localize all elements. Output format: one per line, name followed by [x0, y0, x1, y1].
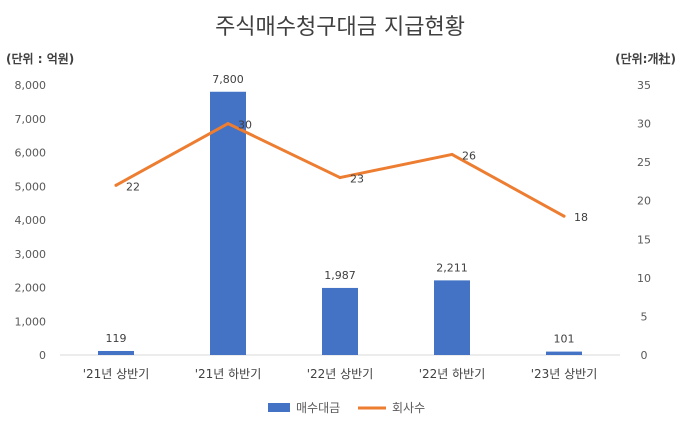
chart-title: 주식매수청구대금 지급현황: [215, 15, 465, 40]
bar-value-label: 7,800: [212, 73, 244, 86]
y-left-tick-label: 1,000: [15, 315, 47, 328]
y-right-tick-label: 15: [637, 233, 651, 246]
line-value-label: 23: [350, 173, 364, 186]
bar: [322, 287, 358, 355]
left-axis-unit: (단위 : 억원): [6, 51, 74, 66]
line-value-label: 26: [462, 149, 476, 162]
line-value-label: 18: [574, 211, 588, 224]
bar: [434, 280, 470, 355]
bar-value-label: 101: [554, 333, 575, 346]
y-right-tick-label: 5: [641, 310, 648, 323]
bar: [546, 351, 582, 355]
right-axis-unit: (단위:개社): [615, 51, 676, 66]
bar-value-label: 119: [106, 332, 127, 345]
y-left-tick-label: 4,000: [15, 214, 47, 227]
bar: [210, 91, 246, 355]
y-left-tick-label: 6,000: [15, 147, 47, 160]
y-left-tick-label: 7,000: [15, 113, 47, 126]
y-right-tick-label: 20: [637, 195, 651, 208]
y-left-tick-label: 8,000: [15, 79, 47, 92]
y-right-tick-label: 35: [637, 79, 651, 92]
y-right-tick-label: 10: [637, 272, 651, 285]
bar-value-label: 2,211: [436, 261, 468, 274]
bar-value-label: 1,987: [324, 269, 356, 282]
legend-line-label: 회사수: [392, 401, 425, 415]
legend-bar-swatch: [268, 403, 290, 412]
legend: 매수대금 회사수: [268, 401, 425, 415]
line-value-label: 22: [126, 180, 140, 193]
y-left-tick-label: 3,000: [15, 248, 47, 261]
line-path: [114, 122, 566, 218]
line-point: [338, 176, 342, 180]
legend-bar-label: 매수대금: [296, 401, 340, 415]
x-tick-label: '23년 상반기: [531, 367, 598, 381]
x-tick-label: '22년 하반기: [419, 367, 486, 381]
line-series: [114, 122, 566, 218]
bar: [98, 350, 134, 355]
line-point: [562, 214, 566, 218]
y-right-tick-label: 30: [637, 118, 651, 131]
x-tick-label: '21년 상반기: [83, 367, 150, 381]
y-right-tick-label: 25: [637, 156, 651, 169]
y-left-tick-label: 0: [39, 349, 46, 362]
line-point: [114, 183, 118, 187]
y-left-tick-label: 5,000: [15, 180, 47, 193]
line-value-label: 30: [238, 119, 252, 132]
y-left-tick-label: 2,000: [15, 282, 47, 295]
x-tick-label: '22년 상반기: [307, 367, 374, 381]
line-point: [450, 152, 454, 156]
data-labels: 119 7,800 1,987 2,211 101 22 30 23 26 18: [106, 73, 589, 346]
axes: 0 1,000 2,000 3,000 4,000 5,000 6,000 7,000 8,00…: [15, 79, 652, 381]
y-right-tick-label: 0: [641, 349, 648, 362]
x-tick-label: '21년 하반기: [195, 367, 262, 381]
bar-series: [98, 91, 582, 355]
line-point: [226, 122, 230, 126]
